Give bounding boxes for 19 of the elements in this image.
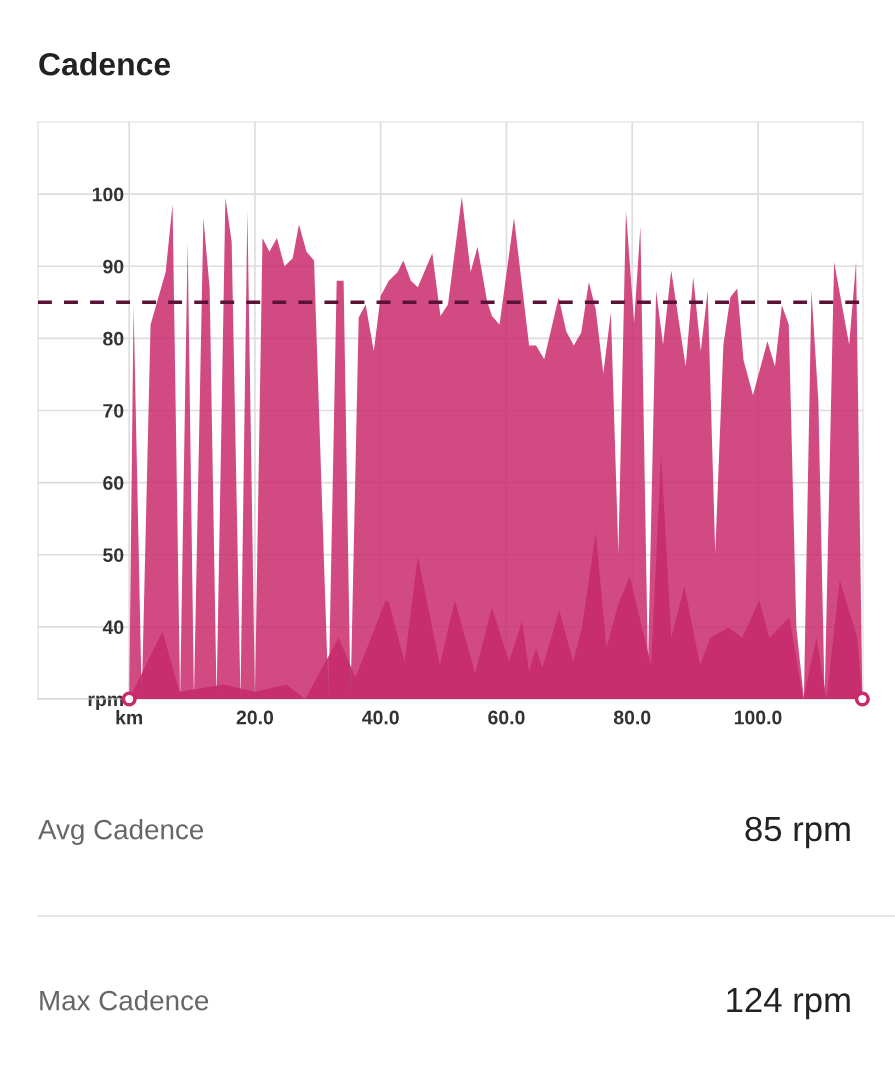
y-tick-label: 50 — [103, 548, 124, 562]
x-tick-label: 20.0 — [236, 710, 274, 725]
text: Max Cadence — [40, 990, 209, 1011]
chart-title: Cadence — [39, 52, 171, 76]
y-tick-label: 80 — [103, 331, 124, 346]
x-tick-label: 100.0 — [734, 710, 782, 725]
y-tick-label: 60 — [103, 476, 124, 490]
x-tick-label: km — [116, 710, 143, 725]
x-tick-label: 40.0 — [362, 710, 399, 725]
y-tick-label: 90 — [103, 259, 124, 274]
x-tick-label: 80.0 — [613, 710, 651, 725]
text: Avg Cadence — [38, 819, 204, 845]
text: 85 rpm — [745, 816, 850, 849]
y-tick-label: 70 — [103, 403, 124, 418]
y-tick-label: 40 — [102, 620, 124, 635]
y-tick-label: rpm — [88, 695, 123, 711]
x-tick-label: 60.0 — [488, 710, 525, 725]
y-tick-label: 100 — [92, 187, 124, 202]
text: 124 rpm — [727, 987, 850, 1020]
